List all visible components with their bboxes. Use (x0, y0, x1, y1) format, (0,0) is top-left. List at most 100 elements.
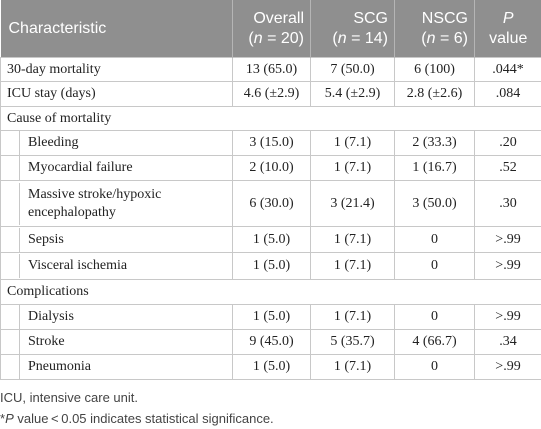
label-text: Pneumonia (19, 355, 232, 379)
value-cell: 2.8 (±2.6) (394, 81, 475, 107)
value-cell: 3 (50.0) (394, 180, 475, 227)
label-cell: Myocardial failure (0, 155, 233, 181)
header-cell: NSCG (n = 6) (394, 0, 475, 58)
header-line: (n = 6) (401, 29, 468, 49)
value-cell: 3 (15.0) (232, 130, 311, 156)
label-cell: ICU stay (days) (0, 81, 233, 107)
value-cell: 2 (33.3) (394, 130, 475, 156)
text-segment: NSCG (421, 9, 468, 27)
text-segment: = 6) (435, 29, 468, 47)
data-row: Sepsis 1 (5.0) 1 (7.1) 0 >.99 (0, 226, 541, 253)
text-segment: ( (421, 29, 427, 47)
value-cell: >.99 (474, 304, 541, 330)
value-cell: 1 (7.1) (310, 130, 395, 156)
value-cell: 1 (7.1) (310, 226, 395, 253)
value-cell: .52 (474, 155, 541, 181)
data-row: 30-day mortality 13 (65.0) 7 (50.0) 6 (100)… (0, 57, 541, 82)
value-cell: 1 (5.0) (232, 252, 311, 280)
value-cell: 0 (394, 354, 475, 380)
value-cell: 0 (394, 252, 475, 280)
value-cell: 5 (35.7) (310, 329, 395, 355)
value-cell: 2 (10.0) (232, 155, 311, 181)
header-cell: Overall (n = 20) (232, 0, 311, 58)
data-table: Characteristic Overall (n = 20) SCG (n = 14)… (0, 0, 541, 380)
value-cell: .34 (474, 329, 541, 355)
value-cell: 1 (7.1) (310, 252, 395, 280)
value-cell: 4.6 (±2.9) (232, 81, 311, 107)
data-row: Visceral ischemia 1 (5.0) 1 (7.1) 0 >.99 (0, 252, 541, 280)
text-segment: SCG (353, 9, 388, 27)
label-cell: Dialysis (0, 304, 233, 330)
footnote: *P value < 0.05 indicates statistical si… (0, 411, 274, 426)
value-cell: 5.4 (±2.9) (310, 81, 395, 107)
value-cell: 1 (5.0) (232, 304, 311, 330)
text-segment: = 20) (262, 29, 304, 47)
data-row: ICU stay (days) 4.6 (±2.9) 5.4 (±2.9) 2.8 (… (0, 81, 541, 107)
value-cell: 0 (394, 304, 475, 330)
section-row: Complications (0, 279, 541, 305)
value-cell: .30 (474, 180, 541, 227)
text-segment: P (5, 411, 14, 426)
value-cell: 9 (45.0) (232, 329, 311, 355)
text-segment: * (0, 411, 6, 426)
value-cell: 1 (7.1) (310, 354, 395, 380)
text-segment: n (337, 29, 347, 47)
value-cell: 6 (100) (394, 57, 475, 82)
label-cell: 30-day mortality (0, 57, 233, 82)
value-cell: 6 (30.0) (232, 180, 311, 227)
text-segment: Overall (253, 9, 304, 27)
label-cell: Massive stroke/hypoxic encephalopathy (0, 180, 233, 227)
text-segment: ICU, intensive care unit. (0, 390, 139, 405)
text-segment: value < 0.05 indicates statistical signi… (13, 411, 274, 426)
header-line: (n = 14) (317, 29, 388, 49)
text-segment: P (502, 9, 514, 27)
data-row: Pneumonia 1 (5.0) 1 (7.1) 0 >.99 (0, 354, 541, 380)
header-row: Characteristic Overall (n = 20) SCG (n = 14)… (0, 0, 541, 58)
label-text: Stroke (19, 330, 232, 354)
header-cell: SCG (n = 14) (310, 0, 395, 58)
data-row: Bleeding 3 (15.0) 1 (7.1) 2 (33.3) .20 (0, 130, 541, 156)
text-segment: ( (332, 29, 338, 47)
label-text: Myocardial failure (19, 156, 232, 180)
text-segment: = 14) (346, 29, 388, 47)
section-cell: Complications (0, 279, 541, 305)
value-cell: 0 (394, 226, 475, 253)
value-cell: 1 (5.0) (232, 226, 311, 253)
label-text: Bleeding (19, 131, 232, 155)
text-segment: ( (248, 29, 254, 47)
value-cell: >.99 (474, 354, 541, 380)
header-line: NSCG (401, 9, 468, 29)
label-text: Sepsis (19, 227, 232, 252)
header-line: Characteristic (9, 19, 227, 39)
value-cell: 1 (16.7) (394, 155, 475, 181)
label-cell: Pneumonia (0, 354, 233, 380)
value-cell: 1 (5.0) (232, 354, 311, 380)
header-cell: Characteristic (0, 0, 233, 58)
header-line: value (481, 29, 536, 49)
section-row: Cause of mortality (0, 106, 541, 131)
value-cell: 1 (7.1) (310, 155, 395, 181)
label-cell: Visceral ischemia (0, 252, 233, 280)
text-segment: value (489, 29, 528, 47)
value-cell: 3 (21.4) (310, 180, 395, 227)
data-row: Massive stroke/hypoxic encephalopathy 6 (… (0, 180, 541, 227)
label-cell: Sepsis (0, 226, 233, 253)
data-row: Stroke 9 (45.0) 5 (35.7) 4 (66.7) .34 (0, 329, 541, 355)
label-text: Dialysis (19, 305, 232, 329)
label-cell: Bleeding (0, 130, 233, 156)
value-cell: >.99 (474, 252, 541, 280)
section-cell: Cause of mortality (0, 106, 541, 131)
header-line: P (481, 9, 536, 29)
value-cell: 13 (65.0) (232, 57, 311, 82)
label-text: Visceral ischemia (19, 254, 232, 278)
value-cell: .20 (474, 130, 541, 156)
header-line: Overall (239, 9, 304, 29)
data-row: Dialysis 1 (5.0) 1 (7.1) 0 >.99 (0, 304, 541, 330)
data-row: Myocardial failure 2 (10.0) 1 (7.1) 1 (16.7… (0, 155, 541, 181)
value-cell: 4 (66.7) (394, 329, 475, 355)
text-segment: n (253, 29, 263, 47)
value-cell: 7 (50.0) (310, 57, 395, 82)
text-segment: n (426, 29, 436, 47)
